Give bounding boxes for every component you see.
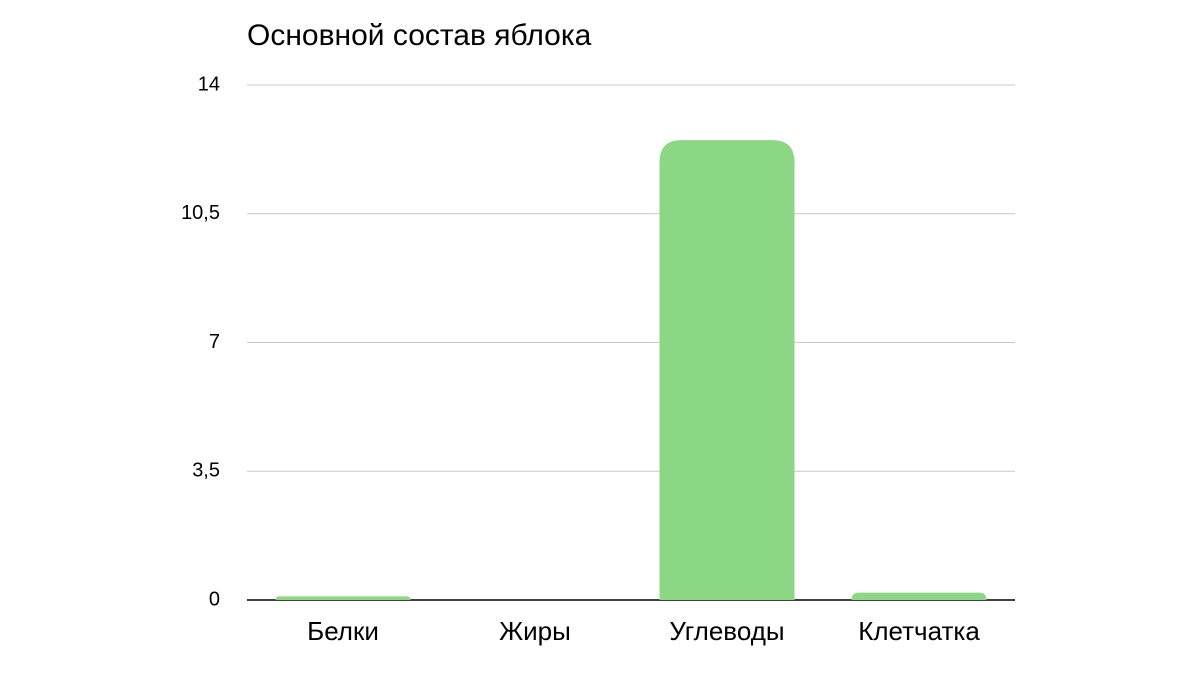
x-tick-label: Белки	[307, 616, 379, 646]
y-tick-label: 0	[209, 588, 220, 610]
y-tick-label: 10,5	[181, 202, 220, 224]
x-tick-label: Углеводы	[669, 616, 784, 646]
bar	[851, 592, 987, 600]
bar	[275, 596, 411, 600]
y-tick-label: 7	[209, 331, 220, 353]
chart-title: Основной состав яблока	[247, 19, 592, 52]
y-tick-label: 3,5	[192, 460, 220, 482]
bar	[659, 140, 795, 600]
x-tick-label: Клетчатка	[858, 616, 980, 646]
x-tick-label: Жиры	[499, 616, 571, 646]
y-tick-label: 14	[198, 73, 220, 95]
